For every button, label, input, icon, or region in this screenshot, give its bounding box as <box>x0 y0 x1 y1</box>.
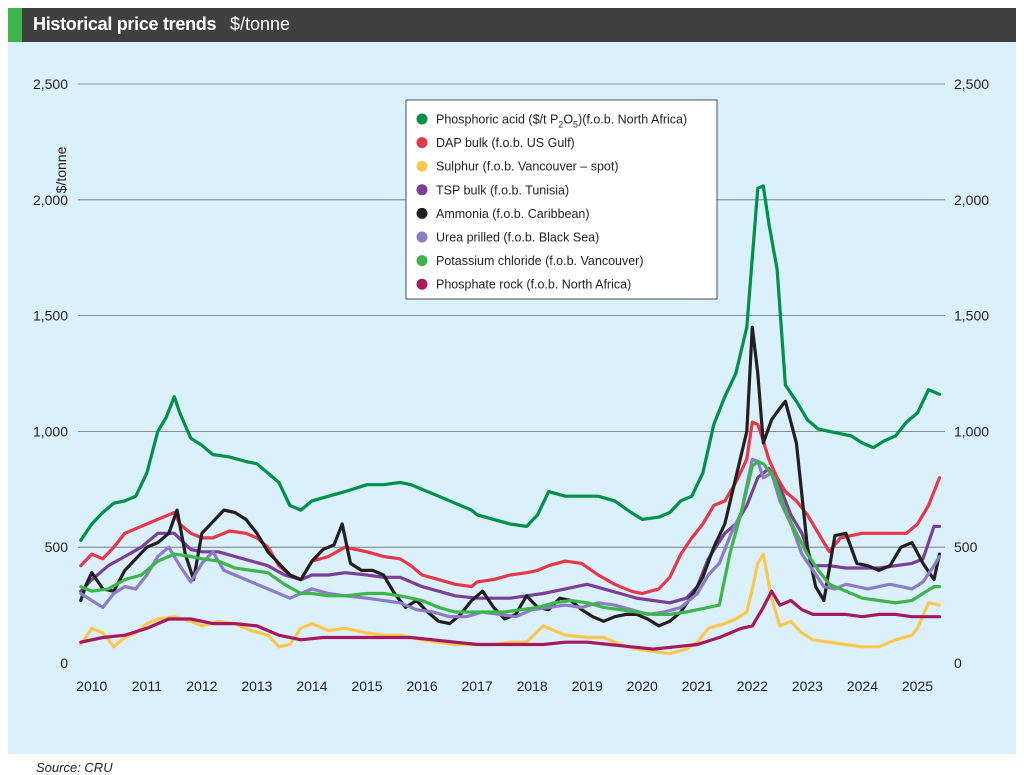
chart-title: Historical price trends <box>33 14 217 34</box>
legend-marker <box>416 184 428 196</box>
y-tick-label-left: 1,500 <box>33 308 68 324</box>
y-tick-label-left: 2,000 <box>33 192 68 208</box>
x-tick-label: 2012 <box>186 678 217 694</box>
x-tick-label: 2018 <box>517 678 548 694</box>
x-tick-label: 2019 <box>572 678 603 694</box>
y-tick-label-right: 2,000 <box>954 192 989 208</box>
line-chart: 0 500 1,000 1,500 2,000 2,500 0 500 1,000 1,500 2… <box>33 76 989 694</box>
legend-marker <box>416 231 428 243</box>
legend-marker <box>416 207 428 219</box>
y-tick-label-right: 500 <box>954 539 978 555</box>
x-axis: 2010 2011 2012 2013 2014 2015 2016 2017 2018 2019… <box>76 678 933 694</box>
y-axis-label: $/tonne <box>53 146 69 193</box>
x-tick-label: 2011 <box>132 678 162 694</box>
series-line <box>79 325 942 628</box>
y-tick-label-left: 500 <box>45 539 69 555</box>
series-line <box>79 589 942 651</box>
y-tick-label-right: 1,500 <box>954 308 989 324</box>
x-tick-label: 2015 <box>351 678 382 694</box>
x-tick-label: 2020 <box>627 678 658 694</box>
source-note: Source: CRU <box>36 760 113 775</box>
legend-marker <box>416 137 428 149</box>
legend-label: Urea prilled (f.o.b. Black Sea) <box>436 231 599 245</box>
legend-marker <box>416 160 428 172</box>
series-lines <box>79 184 942 656</box>
series-line <box>79 459 942 617</box>
series-line <box>79 466 942 605</box>
legend-label: Potassium chloride (f.o.b. Vancouver) <box>436 254 644 268</box>
y-tick-label-left: 1,000 <box>33 423 68 439</box>
header-bar: Historical price trends $/tonne <box>8 8 1016 42</box>
y-tick-label-right: 0 <box>954 655 962 671</box>
x-tick-label: 2010 <box>76 678 107 694</box>
chart-panel: 0 500 1,000 1,500 2,000 2,500 0 500 1,000 1,500 2… <box>8 42 1016 775</box>
legend-marker <box>416 278 428 290</box>
legend-label: Ammonia (f.o.b. Caribbean) <box>436 207 590 221</box>
legend-label: Sulphur (f.o.b. Vancouver – spot) <box>436 160 619 174</box>
x-tick-label: 2023 <box>792 678 823 694</box>
x-tick-label: 2016 <box>406 678 437 694</box>
x-tick-label: 2022 <box>737 678 768 694</box>
y-tick-label-left: 2,500 <box>33 76 68 92</box>
y-axis-right: 0 500 1,000 1,500 2,000 2,500 <box>954 76 989 671</box>
legend-items: Phosphoric acid ($/t P2O5)(f.o.b. North … <box>416 113 687 292</box>
legend-label: Phosphate rock (f.o.b. North Africa) <box>436 278 631 292</box>
y-tick-label-right: 1,000 <box>954 423 989 439</box>
series-line <box>79 184 942 542</box>
chart-unit: $/tonne <box>230 14 291 34</box>
legend: Phosphoric acid ($/t P2O5)(f.o.b. North … <box>405 99 718 300</box>
x-tick-label: 2025 <box>902 678 933 694</box>
x-tick-label: 2013 <box>241 678 272 694</box>
series-line <box>79 552 942 656</box>
legend-label: TSP bulk (f.o.b. Tunisia) <box>436 183 569 197</box>
x-tick-label: 2024 <box>847 678 878 694</box>
legend-label: DAP bulk (f.o.b. US Gulf) <box>436 136 575 150</box>
x-tick-label: 2021 <box>682 678 713 694</box>
y-tick-label-right: 2,500 <box>954 76 989 92</box>
legend-box <box>405 99 718 300</box>
y-tick-label-left: 0 <box>60 655 68 671</box>
header-accent <box>8 8 22 42</box>
y-axis-left: 0 500 1,000 1,500 2,000 2,500 <box>33 76 68 671</box>
legend-marker <box>416 255 428 267</box>
legend-label: Phosphoric acid ($/t P2O5)(f.o.b. North … <box>436 113 687 130</box>
x-tick-label: 2017 <box>462 678 493 694</box>
legend-marker <box>416 113 428 125</box>
x-tick-label: 2014 <box>296 678 327 694</box>
